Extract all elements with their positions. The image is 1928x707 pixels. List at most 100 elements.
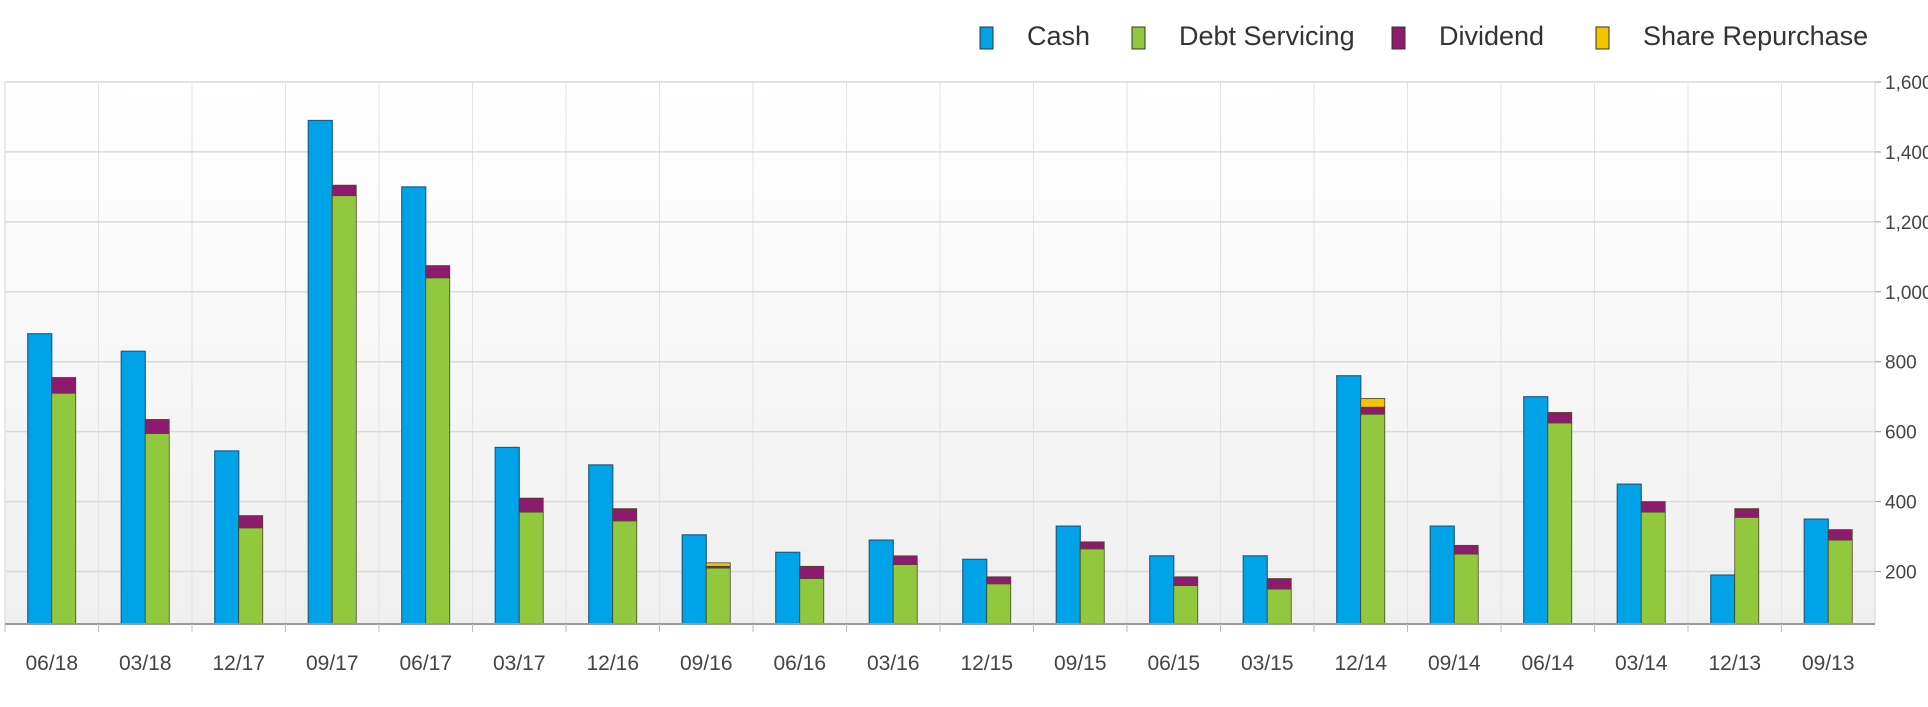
bar-dividend [1453, 544, 1479, 555]
bar-cash [868, 539, 894, 625]
bar-cash [1149, 555, 1175, 625]
bar-dividend [238, 515, 264, 529]
bar-dividend [799, 565, 825, 579]
legend: Cash Debt Servicing Dividend Share Repurcha… [979, 21, 1868, 51]
legend-label-dividend: Dividend [1439, 21, 1544, 51]
bar-cash [681, 534, 707, 625]
bar-dividend [1266, 578, 1292, 590]
bar-debt-servicing [892, 564, 918, 625]
bar-dividend [1079, 541, 1105, 550]
bar-cash [120, 350, 146, 625]
bar-cash [962, 558, 988, 625]
bar-dividend [425, 265, 451, 279]
bar-debt-servicing [1547, 422, 1573, 625]
y-tick-label: 1,400 [1885, 143, 1928, 164]
legend-marker-cash [979, 26, 994, 50]
y-tick-label: 800 [1885, 353, 1917, 374]
x-tick-label: 12/17 [212, 652, 265, 675]
x-tick-label: 09/15 [1054, 652, 1107, 675]
x-tick-label: 03/17 [493, 652, 546, 675]
x-tick-label: 06/18 [25, 652, 78, 675]
x-tick-label: 12/13 [1708, 652, 1761, 675]
y-tick-label: 200 [1885, 563, 1917, 584]
x-tick-label: 03/14 [1615, 652, 1668, 675]
bar-dividend [331, 184, 357, 197]
bar-dividend [1827, 529, 1853, 541]
axes: 200 400 600 800 1,000 1,200 1,400 1,600 06/18 03/… [4, 73, 1928, 675]
bar-dividend [144, 419, 170, 434]
bar-cash [307, 119, 333, 625]
y-tick-label: 400 [1885, 493, 1917, 514]
bar-debt-servicing [1734, 516, 1760, 625]
bar-debt-servicing [51, 392, 77, 625]
bar-cash [1336, 375, 1362, 625]
bar-dividend [892, 555, 918, 565]
bar-cash [1242, 555, 1268, 625]
x-tick-label: 09/16 [680, 652, 733, 675]
x-tick-label: 12/15 [960, 652, 1013, 675]
x-tick-label: 09/17 [306, 652, 359, 675]
bar-debt-servicing [1827, 539, 1853, 625]
x-tick-label: 03/18 [119, 652, 172, 675]
bar-cash [775, 551, 801, 625]
bar-share-repurchase [705, 562, 731, 567]
bar-cash [27, 333, 53, 625]
bar-dividend [1734, 508, 1760, 518]
bar-debt-servicing [144, 433, 170, 625]
x-tick-label: 06/17 [399, 652, 452, 675]
bar-cash [1055, 525, 1081, 625]
bar-debt-servicing [1266, 588, 1292, 625]
bar-dividend [51, 377, 77, 394]
bar-cash [214, 450, 240, 625]
bar-debt-servicing [1079, 548, 1105, 625]
legend-marker-debt-servicing [1131, 26, 1146, 50]
bar-cash [1523, 396, 1549, 625]
legend-label-share-repurchase: Share Repurchase [1643, 21, 1868, 51]
bar-debt-servicing [238, 527, 264, 625]
x-tick-label: 03/16 [867, 652, 920, 675]
bar-dividend [1640, 501, 1666, 513]
bar-debt-servicing [799, 578, 825, 625]
bar-debt-servicing [986, 583, 1012, 625]
bar-debt-servicing [612, 520, 638, 625]
x-tick-label: 12/16 [586, 652, 639, 675]
bar-cash [1429, 525, 1455, 625]
x-tick-label: 06/14 [1521, 652, 1574, 675]
bar-dividend [1173, 576, 1199, 586]
bar-cash [1616, 483, 1642, 625]
bar-cash [401, 186, 427, 625]
legend-marker-dividend [1391, 26, 1406, 50]
legend-label-debt-servicing: Debt Servicing [1179, 21, 1355, 51]
bar-debt-servicing [425, 277, 451, 625]
legend-marker-share-repurchase [1595, 26, 1610, 50]
bar-dividend [986, 576, 1012, 585]
bar-debt-servicing [1640, 511, 1666, 625]
bar-debt-servicing [705, 567, 731, 625]
x-tick-label: 09/13 [1802, 652, 1855, 675]
bar-cash [1803, 518, 1829, 625]
bar-debt-servicing [518, 511, 544, 625]
bars [27, 119, 1853, 625]
x-tick-label: 03/15 [1241, 652, 1294, 675]
bar-dividend [612, 508, 638, 522]
bar-cash [588, 464, 614, 625]
bar-dividend [518, 497, 544, 513]
bar-cash [1710, 574, 1736, 625]
grid-lines [5, 81, 1875, 624]
y-tick-label: 1,200 [1885, 213, 1928, 234]
x-tick-label: 06/15 [1147, 652, 1200, 675]
x-tick-label: 06/16 [773, 652, 826, 675]
bar-dividend [1547, 412, 1573, 424]
legend-label-cash: Cash [1027, 21, 1090, 51]
bar-share-repurchase [1360, 398, 1386, 408]
y-tick-label: 600 [1885, 423, 1917, 444]
bar-debt-servicing [1453, 553, 1479, 625]
bar-dividend [1360, 406, 1386, 415]
x-tick-label: 12/14 [1334, 652, 1387, 675]
x-tick-label: 09/14 [1428, 652, 1481, 675]
bar-cash [494, 446, 520, 625]
y-tick-label: 1,000 [1885, 283, 1928, 304]
bar-debt-servicing [1360, 413, 1386, 625]
y-tick-label: 1,600 [1885, 73, 1928, 94]
